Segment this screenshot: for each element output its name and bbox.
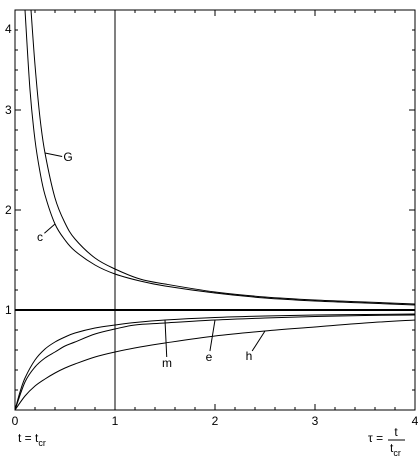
x-tick-label: 0 [12, 414, 19, 428]
x-tick-labels: 0 1 2 3 4 [12, 414, 418, 428]
x-label-right-denominator: tcr [390, 441, 401, 458]
series-line-e [15, 314, 415, 410]
x-label-right-denominator-subscript: cr [393, 448, 401, 458]
y-tick-label: 3 [5, 103, 12, 117]
axis-ticks [14, 9, 416, 411]
x-tick-label: 1 [112, 414, 119, 428]
series-line-G [30, 10, 415, 305]
x-label-left-subscript: cr [38, 438, 46, 448]
x-tick-label: 3 [312, 414, 319, 428]
plot-frame [14, 9, 416, 411]
series-labels: Gc m e h [37, 150, 252, 370]
x-label-right-lhs: τ = [368, 431, 383, 445]
y-tick-labels: 1 2 3 4 [5, 22, 12, 317]
series-label-h: h [246, 349, 253, 363]
x-label-left: t = tcr [18, 431, 46, 448]
label-leaders [44, 152, 266, 358]
y-tick-label: 1 [5, 303, 12, 317]
y-tick-label: 2 [5, 203, 12, 217]
label-leader-h [251, 330, 266, 352]
series-line-h [15, 319, 415, 410]
x-label-right-denominator-main: t [390, 441, 394, 455]
series-line-c [24, 10, 415, 306]
x-tick-label: 4 [412, 414, 418, 428]
series-label-e: e [206, 350, 213, 364]
x-label-left-main: t = t [18, 431, 39, 445]
label-leader-G [44, 152, 63, 158]
series-line-m [15, 313, 415, 410]
label-leader-e [209, 319, 216, 352]
label-leader-c [44, 223, 56, 234]
y-tick-label: 4 [5, 22, 12, 36]
series-label-G: G [63, 150, 72, 164]
x-tick-label: 2 [212, 414, 219, 428]
label-leader-m [164, 319, 168, 358]
series-layer [15, 10, 415, 410]
series-label-m: m [162, 356, 172, 370]
x-label-right-numerator: t [394, 425, 398, 439]
series-label-c: c [37, 230, 43, 244]
